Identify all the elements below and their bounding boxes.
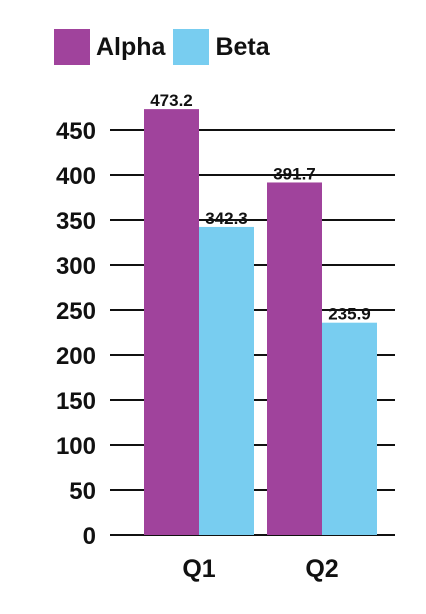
y-tick-label-350: 350 <box>56 208 96 235</box>
legend-label-beta: Beta <box>215 32 270 61</box>
data-label-alpha-q2: 391.7 <box>273 164 316 183</box>
legend-swatch-beta <box>173 29 210 65</box>
legend-swatch-alpha <box>54 29 90 65</box>
y-tick-label-50: 50 <box>69 478 96 505</box>
y-tick-label-300: 300 <box>56 253 96 280</box>
y-tick-label-450: 450 <box>56 118 96 145</box>
legend-item-beta: Beta <box>173 29 270 65</box>
bars <box>144 109 377 536</box>
chart-legend: Alpha Beta <box>54 29 278 65</box>
x-tick-label-q1: Q1 <box>182 555 215 583</box>
data-label-alpha-q1: 473.2 <box>150 91 193 110</box>
y-tick-label-0: 0 <box>83 523 96 550</box>
data-labels: 473.2 391.7 342.3 235.9 <box>150 91 371 324</box>
y-tick-label-250: 250 <box>56 298 96 325</box>
data-label-beta-q1: 342.3 <box>205 209 248 228</box>
y-axis-tick-labels: 0 50 100 150 200 250 300 350 400 450 <box>56 118 96 550</box>
legend-item-alpha: Alpha <box>54 29 165 65</box>
y-tick-label-100: 100 <box>56 433 96 460</box>
x-axis-tick-labels: Q1 Q2 <box>182 555 338 583</box>
y-tick-label-200: 200 <box>56 343 96 370</box>
y-tick-label-400: 400 <box>56 163 96 190</box>
bar-beta-q2 <box>322 322 377 535</box>
bar-alpha-q2 <box>267 182 322 535</box>
x-tick-label-q2: Q2 <box>305 555 338 583</box>
data-label-beta-q2: 235.9 <box>328 305 371 324</box>
legend-label-alpha: Alpha <box>96 32 166 61</box>
y-tick-label-150: 150 <box>56 388 96 415</box>
bar-beta-q1 <box>199 226 254 535</box>
bar-alpha-q1 <box>144 109 199 536</box>
